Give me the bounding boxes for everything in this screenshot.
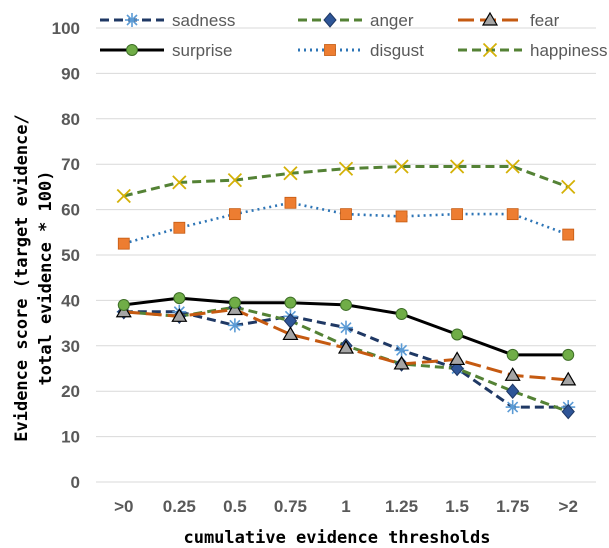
x-tick-label-8: >2 <box>559 497 578 516</box>
point-surprise-1 <box>173 292 186 305</box>
legend-entry-happiness: happiness <box>458 41 608 60</box>
point-happiness-2 <box>227 172 243 188</box>
series-lines <box>115 159 577 420</box>
point-sadness-7 <box>505 400 520 415</box>
y-tick-label-30: 30 <box>61 337 80 356</box>
point-disgust-3 <box>284 196 297 209</box>
point-disgust-0 <box>117 237 130 250</box>
series-anger <box>117 299 575 420</box>
y-tick-label-70: 70 <box>61 155 80 174</box>
y-tick-label-0: 0 <box>71 473 80 492</box>
legend-marker-surprise <box>126 44 138 56</box>
point-disgust-4 <box>340 208 352 221</box>
x-tick-label-1: 0.25 <box>163 497 196 516</box>
grid-lines <box>96 27 596 483</box>
legend-marker-disgust <box>324 44 336 56</box>
legend-label-anger: anger <box>370 11 414 30</box>
point-happiness-8 <box>561 179 576 195</box>
point-disgust-8 <box>562 228 575 241</box>
legend-entry-surprise: surprise <box>100 41 232 60</box>
point-surprise-2 <box>228 296 241 309</box>
legend-label-happiness: happiness <box>530 41 608 60</box>
y-tick-label-20: 20 <box>61 382 80 401</box>
point-happiness-7 <box>505 159 520 174</box>
point-happiness-5 <box>394 159 409 174</box>
y-tick-label-40: 40 <box>61 291 80 310</box>
legend-marker-sadness <box>125 13 139 27</box>
point-disgust-2 <box>228 208 241 221</box>
legend-label-surprise: surprise <box>172 41 232 60</box>
point-surprise-4 <box>340 298 352 311</box>
point-happiness-6 <box>449 159 465 174</box>
y-tick-label-100: 100 <box>52 19 80 38</box>
y-axis-title-line-1: Evidence score (target evidence/ <box>12 114 32 442</box>
point-sadness-2 <box>227 318 242 333</box>
point-sadness-5 <box>394 343 409 358</box>
x-tick-label-0: >0 <box>114 497 133 516</box>
legend-label-disgust: disgust <box>370 41 424 60</box>
series-line-happiness <box>123 165 569 198</box>
legend: sadness anger fear surprise disgust happiness <box>100 11 608 60</box>
point-happiness-4 <box>338 161 354 176</box>
series-disgust <box>117 196 575 250</box>
x-axis-title: cumulative evidence thresholds <box>183 528 490 548</box>
y-tick-label-90: 90 <box>61 64 80 83</box>
point-fear-4 <box>337 339 355 354</box>
series-fear <box>115 301 577 386</box>
legend-marker-anger <box>323 12 337 28</box>
point-disgust-6 <box>451 208 464 221</box>
y-axis-title-line-2: total evidence * 100) <box>36 171 56 386</box>
point-fear-1 <box>171 308 188 322</box>
y-tick-label-80: 80 <box>61 110 80 129</box>
series-surprise <box>117 292 575 361</box>
x-tick-label-3: 0.75 <box>274 497 307 516</box>
y-tick-label-50: 50 <box>61 246 80 265</box>
point-surprise-3 <box>284 296 297 309</box>
legend-marker-fear <box>481 11 499 26</box>
legend-entry-disgust: disgust <box>298 41 424 60</box>
point-anger-7 <box>506 383 520 399</box>
legend-entry-sadness: sadness <box>100 11 235 30</box>
x-tick-label-2: 0.5 <box>223 497 247 516</box>
point-fear-3 <box>282 326 299 341</box>
point-fear-6 <box>449 351 466 366</box>
point-surprise-6 <box>451 328 464 341</box>
point-fear-8 <box>560 371 577 386</box>
point-disgust-1 <box>173 221 186 234</box>
point-happiness-0 <box>116 188 131 204</box>
point-fear-7 <box>504 367 521 381</box>
point-disgust-5 <box>395 210 408 223</box>
point-surprise-0 <box>117 298 130 311</box>
legend-label-sadness: sadness <box>172 11 235 30</box>
x-tick-label-6: 1.5 <box>445 497 469 516</box>
point-happiness-3 <box>283 166 298 181</box>
point-surprise-7 <box>506 348 519 361</box>
y-axis-ticks: 0 10 20 30 40 50 60 70 80 90 100 <box>52 19 80 492</box>
y-tick-label-60: 60 <box>61 201 80 220</box>
point-disgust-7 <box>506 208 519 221</box>
point-sadness-4 <box>339 320 353 335</box>
point-anger-8 <box>561 403 575 420</box>
x-tick-label-5: 1.25 <box>385 497 418 516</box>
point-surprise-5 <box>395 308 408 321</box>
x-tick-label-4: 1 <box>341 497 350 516</box>
y-tick-label-10: 10 <box>61 428 80 447</box>
series-happiness <box>116 159 576 204</box>
legend-entry-fear: fear <box>458 11 560 30</box>
legend-marker-happiness <box>482 42 498 58</box>
point-surprise-8 <box>562 348 575 361</box>
legend-label-fear: fear <box>530 11 560 30</box>
x-axis-ticks: >0 0.25 0.5 0.75 1 1.25 1.5 1.75 >2 <box>114 497 578 516</box>
legend-entry-anger: anger <box>298 11 414 30</box>
point-happiness-1 <box>172 175 187 190</box>
x-tick-label-7: 1.75 <box>496 497 529 516</box>
y-axis-title: Evidence score (target evidence/ total e… <box>12 114 56 442</box>
point-fear-5 <box>393 355 410 370</box>
